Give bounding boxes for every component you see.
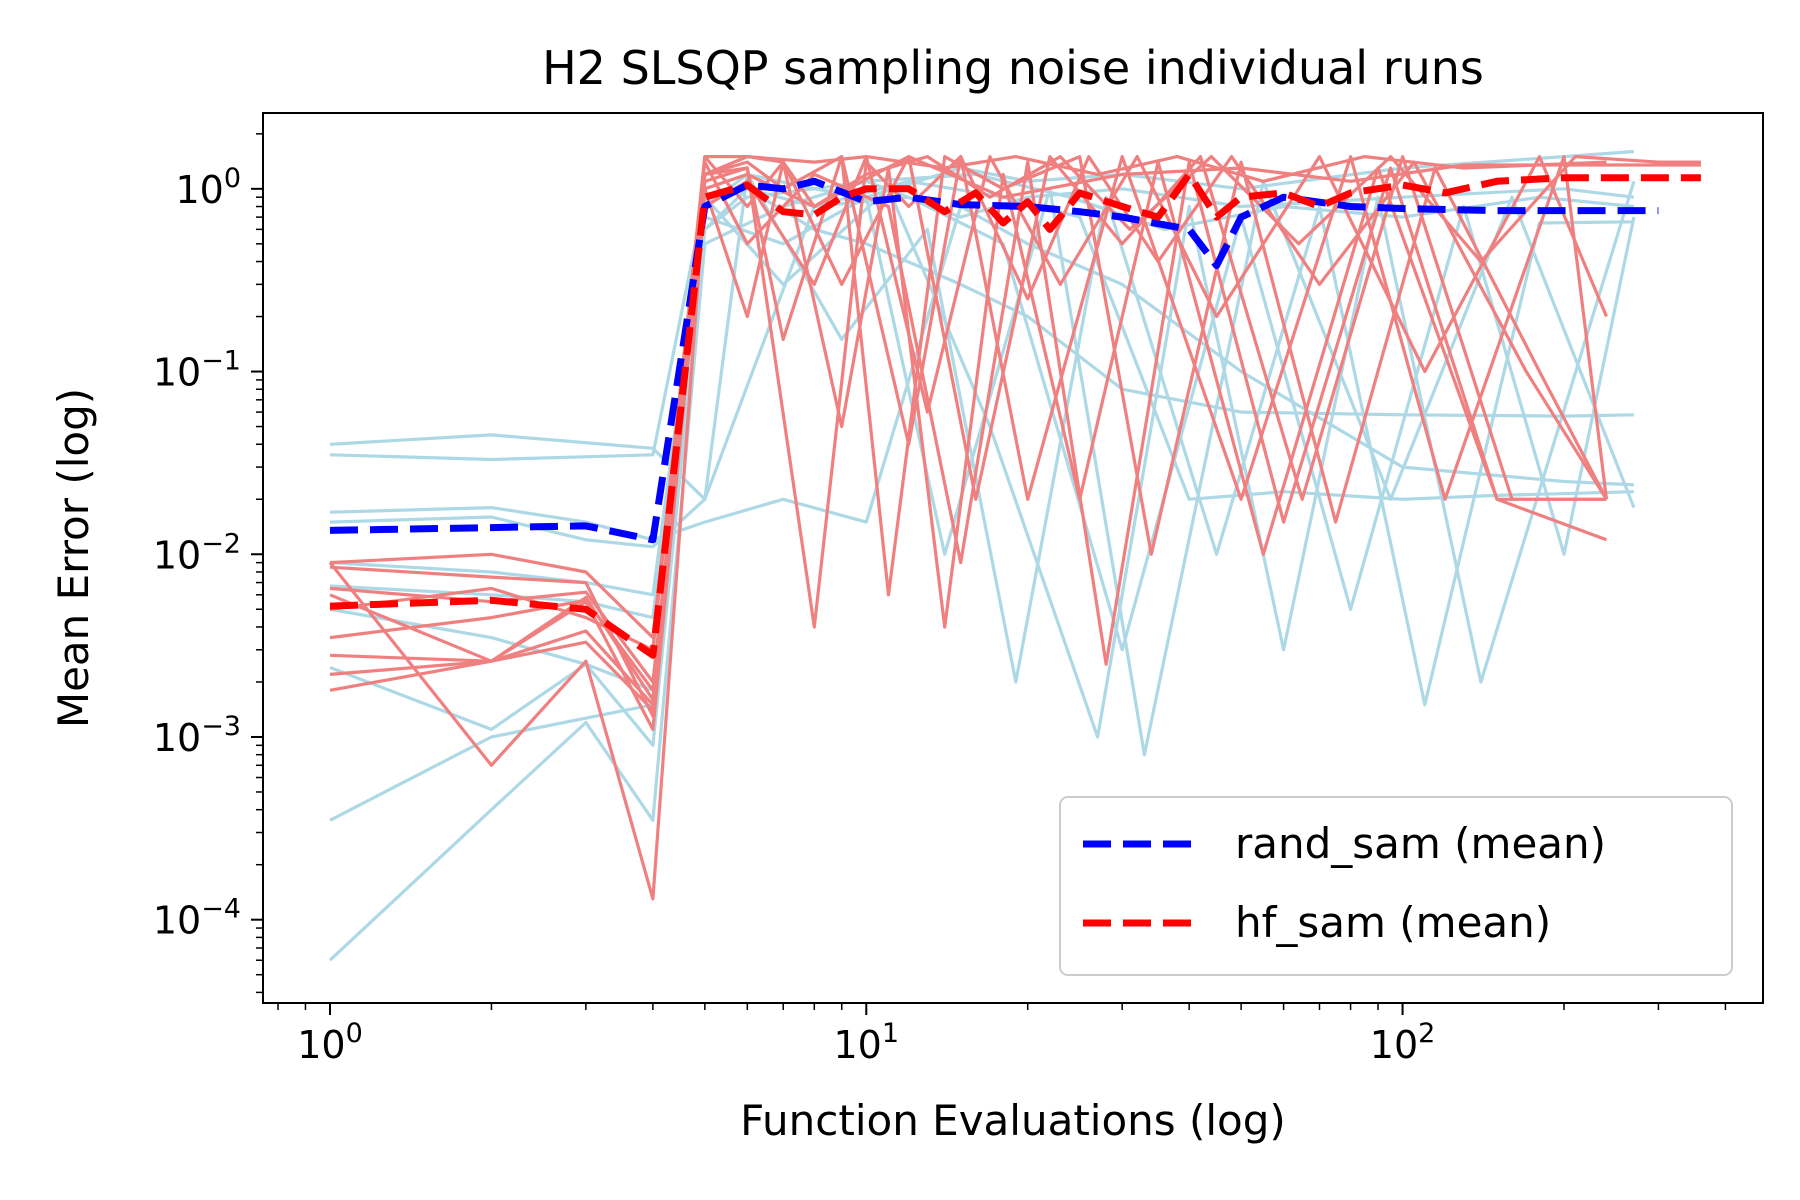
series-line-hf-sam-run-8	[329, 155, 1608, 712]
minor-ticks	[256, 133, 1727, 1010]
series-line-rand-sam-run-10	[328, 172, 1635, 962]
x-axis-label: Function Evaluations (log)	[740, 1096, 1286, 1145]
series-line-hf-sam-run-5	[329, 160, 1607, 692]
x-tick-label: 102	[1370, 1018, 1436, 1067]
y-tick-label: 10−4	[153, 894, 241, 943]
y-tick-label: 10−2	[153, 528, 241, 577]
y-tick-label: 10−1	[153, 346, 241, 395]
series-line-rand-sam-run-2	[329, 187, 1634, 462]
series-line-hf-sam-run-3	[329, 155, 1608, 684]
series-line-rand-sam-run-5	[329, 172, 1634, 707]
series-layer	[328, 149, 1701, 962]
plot-frame	[262, 112, 1764, 1004]
y-axis-label: Mean Error (log)	[49, 388, 98, 728]
x-tick-label: 101	[834, 1018, 900, 1067]
legend-frame	[1059, 796, 1733, 976]
chart-title: H2 SLSQP sampling noise individual runs	[542, 41, 1484, 95]
legend-label-rand-mean: rand_sam (mean)	[1235, 819, 1606, 868]
series-line-rand-sam-run-7	[329, 179, 1636, 757]
series-line-hf-sam-run-9	[328, 155, 1701, 901]
major-ticks: 100 101 102 10−4 10−3 10−2 10−1 100	[153, 163, 1436, 1067]
series-line-hf-sam-run-6	[329, 155, 1608, 732]
legend-label-hf-mean: hf_sam (mean)	[1235, 898, 1551, 947]
x-tick-label: 100	[297, 1018, 363, 1067]
legend: rand_sam (mean) hf_sam (mean)	[1059, 796, 1733, 976]
series-line-hf-sam-mean	[329, 170, 1701, 659]
series-line-hf-sam-run-10	[329, 155, 1701, 702]
series-line-hf-sam-run-1	[329, 155, 1609, 640]
y-tick-label: 100	[175, 163, 241, 212]
y-tick-label: 10−3	[153, 711, 241, 760]
